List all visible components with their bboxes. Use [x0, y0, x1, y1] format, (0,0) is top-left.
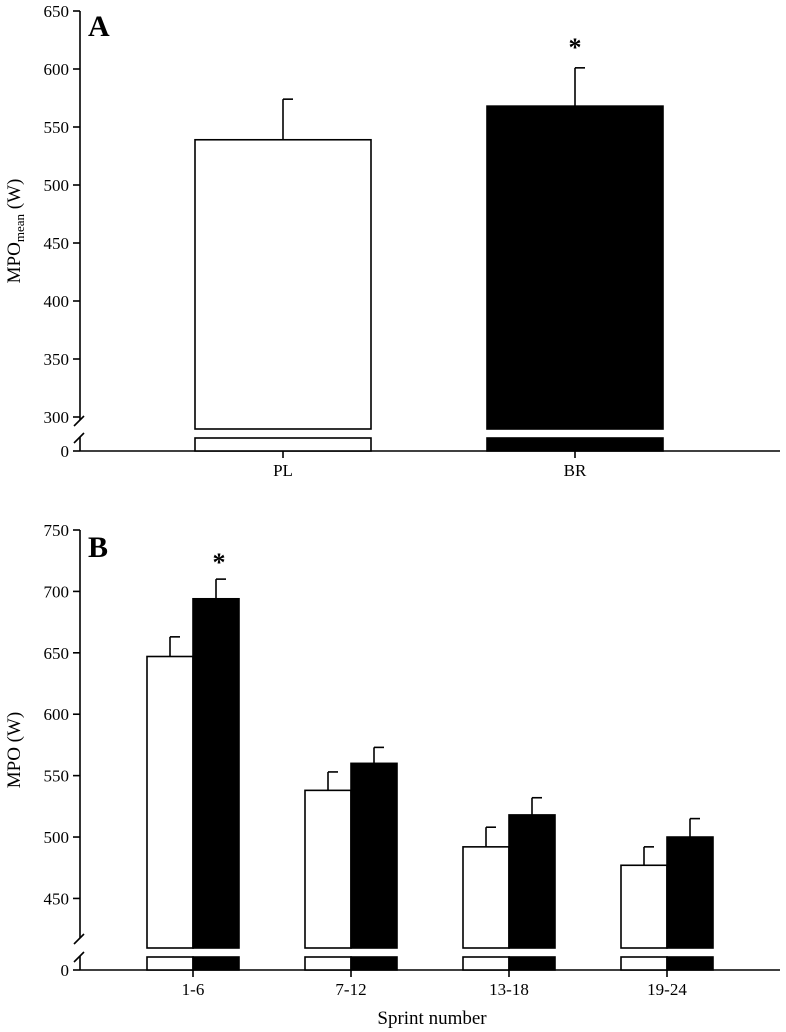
y-axis-title: MPO (W) — [4, 712, 25, 789]
y-tick-label: 550 — [44, 767, 70, 786]
x-tick-label: 1-6 — [182, 980, 205, 999]
x-tick-label: 19-24 — [647, 980, 687, 999]
bar-BR-bar — [486, 105, 664, 430]
y-axis-title-unit: (W) — [4, 179, 25, 214]
axis-break-mark — [73, 432, 85, 444]
bar-PL-bar — [194, 138, 372, 430]
y-tick-label: 450 — [44, 234, 70, 253]
series-1-13-18-bar-stub — [462, 956, 510, 971]
y-tick-label: 0 — [61, 961, 70, 980]
series-2-7-12-bar-stub — [350, 956, 398, 971]
y-axis-title-subscript: mean — [12, 214, 27, 243]
y-tick-label: 600 — [44, 60, 70, 79]
series-1-19-24-bar — [620, 864, 668, 949]
series-2-1-6-bar-stub — [192, 956, 240, 971]
y-tick-label: 650 — [44, 644, 70, 663]
series-1-1-6-bar-stub — [146, 956, 194, 971]
y-tick-label: 550 — [44, 118, 70, 137]
panel-b: B 450 500 550 600 650 700 750 0 MPO (W) Sprint num… — [4, 521, 780, 1029]
series-2-13-18-bar — [508, 814, 556, 949]
y-axis-title: MPOmean (W) — [4, 179, 27, 284]
y-tick-label: 750 — [44, 521, 70, 540]
significance-marker: * — [213, 548, 226, 577]
series-2-7-12-bar — [350, 762, 398, 949]
x-tick-label: BR — [564, 461, 587, 480]
panel-letter: A — [88, 10, 110, 43]
y-tick-label: 500 — [44, 828, 70, 847]
series-2-19-24-bar — [666, 836, 714, 949]
series-1-7-12-bar — [304, 789, 352, 949]
series-2-19-24-bar-stub — [666, 956, 714, 971]
panel-letter: B — [88, 531, 108, 564]
x-tick-label: 13-18 — [489, 980, 529, 999]
y-axis-title-main: MPO — [4, 242, 25, 283]
significance-marker: * — [569, 33, 582, 62]
series-1-13-18-bar — [462, 846, 510, 949]
panel-a: A 300 350 400 450 500 550 600 650 0 MPOmean (W) PL B… — [4, 2, 780, 480]
y-tick-label: 350 — [44, 350, 70, 369]
series-2-1-6-bar — [192, 597, 240, 949]
series-1-19-24-bar-stub — [620, 956, 668, 971]
y-tick-label: 600 — [44, 705, 70, 724]
y-tick-label: 0 — [61, 442, 70, 461]
y-axis-title-main: MPO (W) — [4, 712, 25, 789]
axis-break-mark — [73, 415, 85, 427]
x-axis-title: Sprint number — [377, 1008, 487, 1029]
y-tick-label: 700 — [44, 582, 70, 601]
series-2-13-18-bar-stub — [508, 956, 556, 971]
x-tick-label: PL — [273, 461, 293, 480]
y-tick-label: 500 — [44, 176, 70, 195]
y-tick-label: 300 — [44, 408, 70, 427]
series-1-1-6-bar — [146, 655, 194, 949]
axis-break-mark — [73, 933, 85, 945]
y-tick-label: 450 — [44, 889, 70, 908]
series-1-7-12-bar-stub — [304, 956, 352, 971]
bar-BR-bar-stub — [486, 437, 664, 452]
axis-break-mark — [73, 951, 85, 963]
bar-PL-bar-stub — [194, 437, 372, 452]
y-tick-label: 400 — [44, 292, 70, 311]
x-tick-label: 7-12 — [335, 980, 366, 999]
y-tick-label: 650 — [44, 2, 70, 21]
